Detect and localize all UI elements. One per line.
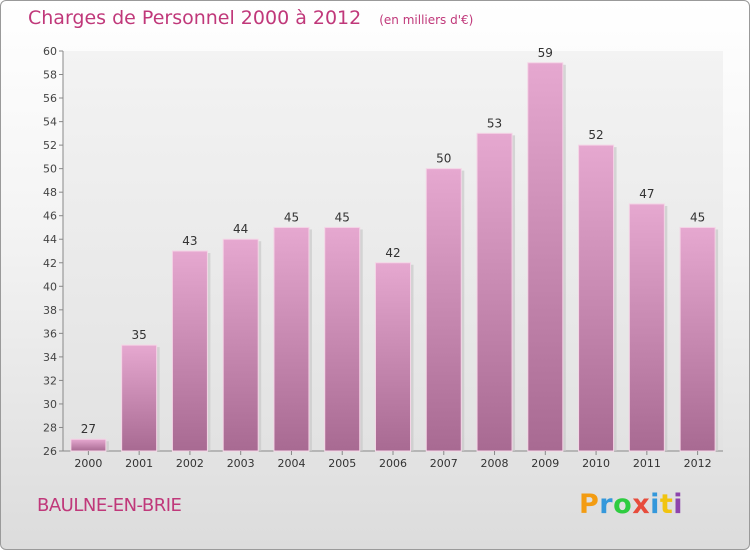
proxiti-logo: Proxiti — [579, 489, 683, 520]
bar-2011 — [628, 203, 665, 452]
bar-2010 — [578, 144, 615, 452]
bar-2002 — [171, 250, 208, 452]
bar-value-label: 45 — [690, 210, 705, 224]
y-tick-label: 58 — [43, 69, 57, 82]
y-tick-label: 36 — [43, 327, 57, 340]
bar-2000 — [70, 438, 107, 452]
y-tick-label: 48 — [43, 186, 57, 199]
x-tick-label: 2004 — [277, 457, 305, 470]
y-tick-label: 40 — [43, 280, 57, 293]
bar-value-label: 43 — [182, 234, 197, 248]
bar-value-label: 52 — [588, 128, 603, 142]
bar-value-label: 35 — [132, 328, 147, 342]
x-tick-label: 2007 — [430, 457, 458, 470]
y-tick-label: 32 — [43, 374, 57, 387]
city-name: BAULNE-EN-BRIE — [37, 495, 182, 516]
x-tick-label: 2011 — [633, 457, 661, 470]
bar-2012 — [679, 226, 716, 452]
x-tick-label: 2002 — [176, 457, 204, 470]
y-tick-label: 54 — [43, 116, 57, 129]
bar-2004 — [273, 226, 310, 452]
x-tick-label: 2009 — [531, 457, 559, 470]
y-tick-label: 42 — [43, 257, 57, 270]
x-tick-label: 2012 — [684, 457, 712, 470]
y-tick-label: 50 — [43, 163, 57, 176]
y-tick-label: 52 — [43, 139, 57, 152]
chart-unit: (en milliers d'€) — [379, 13, 474, 27]
bar-2006 — [375, 262, 411, 452]
bar-2007 — [425, 168, 462, 452]
bar-value-label: 53 — [487, 116, 502, 130]
bar-2001 — [121, 344, 158, 452]
logo-letter: x — [632, 489, 651, 520]
bar-2005 — [324, 226, 361, 452]
logo-letter: r — [599, 489, 614, 520]
bar-value-label: 47 — [639, 187, 654, 201]
bar-2008 — [476, 132, 513, 452]
logo-letter: i — [673, 489, 684, 520]
y-tick-label: 60 — [43, 45, 57, 58]
bar-value-label: 45 — [335, 210, 350, 224]
y-tick-label: 26 — [43, 445, 57, 458]
bar-value-label: 44 — [233, 222, 248, 236]
bar-2009 — [527, 62, 564, 452]
bar-value-label: 45 — [284, 210, 299, 224]
y-tick-label: 56 — [43, 92, 57, 105]
y-tick-label: 34 — [43, 351, 57, 364]
logo-letter: P — [579, 489, 600, 520]
logo-letter: i — [650, 489, 660, 520]
y-tick-label: 30 — [43, 398, 57, 411]
bar-value-label: 59 — [538, 46, 553, 60]
y-tick-label: 46 — [43, 210, 57, 223]
y-tick-label: 38 — [43, 304, 57, 317]
bar-2003 — [222, 238, 259, 452]
x-tick-label: 2000 — [74, 457, 102, 470]
y-tick-label: 28 — [43, 421, 57, 434]
x-tick-label: 2005 — [328, 457, 356, 470]
logo-letter: t — [659, 489, 674, 520]
x-tick-label: 2010 — [582, 457, 610, 470]
logo-letter: o — [613, 489, 633, 520]
x-tick-label: 2006 — [379, 457, 407, 470]
bar-value-label: 27 — [81, 422, 96, 436]
chart-title-text: Charges de Personnel 2000 à 2012 — [28, 7, 362, 29]
bar-value-label: 50 — [436, 152, 451, 166]
y-tick-label: 44 — [43, 233, 57, 246]
bar-value-label: 42 — [385, 246, 400, 260]
x-tick-label: 2001 — [125, 457, 153, 470]
x-tick-label: 2008 — [481, 457, 509, 470]
chart-title: Charges de Personnel 2000 à 2012 (en mill… — [28, 7, 473, 29]
x-tick-label: 2003 — [227, 457, 255, 470]
